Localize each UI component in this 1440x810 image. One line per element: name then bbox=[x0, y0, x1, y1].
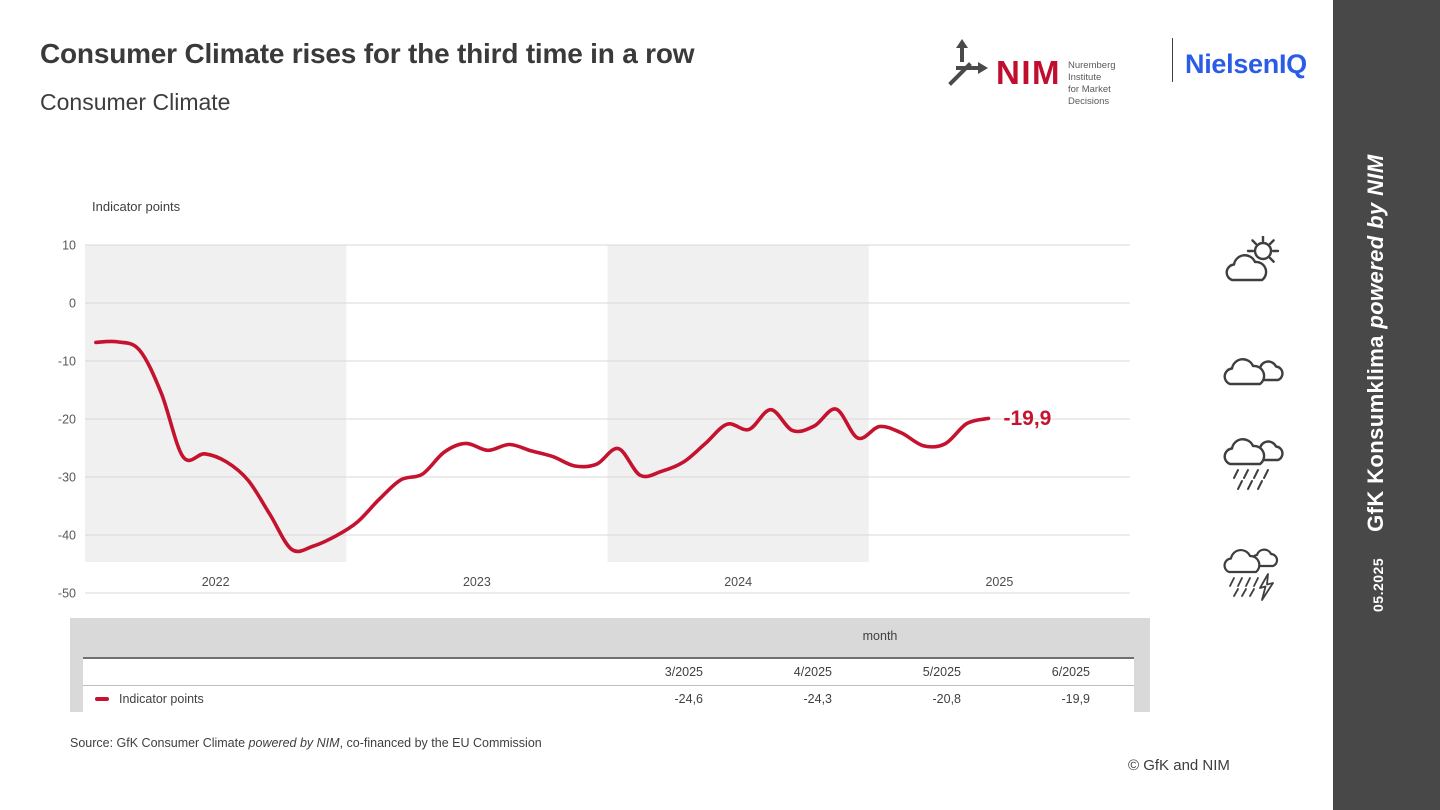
sidebar-edition: 05.2025 bbox=[1370, 557, 1386, 612]
y-tick-label: 10 bbox=[62, 239, 76, 253]
indicator-line bbox=[94, 339, 991, 554]
sidebar-brand-suffix: powered by NIM bbox=[1363, 154, 1388, 336]
copyright-note: © GfK and NIM bbox=[1128, 757, 1230, 774]
page-title: Consumer Climate rises for the third tim… bbox=[40, 38, 695, 69]
table-value-4: -19,9 bbox=[1061, 692, 1091, 706]
y-tick-label: -40 bbox=[58, 529, 76, 543]
y-tick-label: -50 bbox=[58, 587, 76, 601]
sidebar-brand: GfK Konsumklima bbox=[1363, 335, 1388, 532]
x-tick-label: 2022 bbox=[202, 575, 230, 589]
table-rows: 3/2025 4/2025 5/2025 6/2025 Indicator po… bbox=[83, 657, 1134, 712]
source-suffix: , co-financed by the EU Commission bbox=[339, 736, 542, 750]
series-label: Indicator points bbox=[119, 692, 204, 706]
table-header-row: 3/2025 4/2025 5/2025 6/2025 bbox=[83, 659, 1134, 686]
consumer-climate-line-chart: 10 0 -10 -20 -30 -40 -50 2022 2023 2024 2025 -19,9 bbox=[58, 239, 1130, 601]
data-table: month 3/2025 4/2025 5/2025 6/2025 Indica… bbox=[70, 618, 1150, 712]
cloudy-icon bbox=[1222, 338, 1286, 396]
table-col-header-3: 5/2025 bbox=[922, 665, 961, 679]
source-prefix: Source: GfK Consumer Climate bbox=[70, 736, 249, 750]
nim-wordmark: NIM bbox=[996, 54, 1061, 91]
table-value-3: -20,8 bbox=[932, 692, 962, 706]
x-tick-label: 2023 bbox=[463, 575, 491, 589]
table-col-header-4: 6/2025 bbox=[1051, 665, 1090, 679]
y-tick-label: -20 bbox=[58, 413, 76, 427]
rain-icon bbox=[1222, 428, 1286, 492]
x-tick-label: 2025 bbox=[985, 575, 1013, 589]
storm-icon bbox=[1222, 536, 1282, 602]
page-subtitle: Consumer Climate bbox=[40, 89, 231, 115]
table-col-header-2: 4/2025 bbox=[793, 665, 832, 679]
x-tick-label: 2024 bbox=[724, 575, 752, 589]
sidebar-brand-group: GfK Konsumklima powered by NIM bbox=[1363, 154, 1389, 532]
y-axis-title: Indicator points bbox=[92, 199, 181, 214]
year-band-2024 bbox=[607, 245, 869, 562]
table-value-2: -24,3 bbox=[803, 692, 833, 706]
table-group-header: month bbox=[862, 629, 898, 643]
end-value-label: -19,9 bbox=[1003, 407, 1051, 430]
partly-sunny-icon bbox=[1222, 236, 1286, 294]
source-note: Source: GfK Consumer Climate powered by … bbox=[70, 736, 542, 750]
series-legend-mark bbox=[95, 697, 109, 701]
nielseniq-wordmark: NielsenIQ bbox=[1185, 49, 1307, 79]
sidebar-vertical-text: 05.2025 GfK Konsumklima powered by NIM bbox=[1363, 92, 1389, 612]
year-band-2022 bbox=[85, 245, 347, 562]
table-col-header-1: 3/2025 bbox=[664, 665, 703, 679]
y-tick-label: -10 bbox=[58, 355, 76, 369]
nim-institute-text: Nuremberg Institute for Market Decisions bbox=[1068, 60, 1116, 108]
table-row: Indicator points -24,6 -24,3 -20,8 -19,9 bbox=[83, 686, 1134, 712]
table-value-1: -24,6 bbox=[674, 692, 704, 706]
y-tick-label: -30 bbox=[58, 471, 76, 485]
logo-divider bbox=[1172, 38, 1173, 82]
series-label-cell: Indicator points bbox=[83, 692, 574, 706]
source-italic: powered by NIM bbox=[248, 736, 340, 750]
nim-arrows-icon bbox=[948, 39, 988, 86]
nim-institute-line2: for Market Decisions bbox=[1068, 83, 1111, 107]
brand-sidebar: 05.2025 GfK Konsumklima powered by NIM bbox=[1333, 0, 1440, 810]
y-tick-label: 0 bbox=[69, 297, 76, 311]
nim-institute-line1: Nuremberg Institute bbox=[1068, 60, 1116, 83]
